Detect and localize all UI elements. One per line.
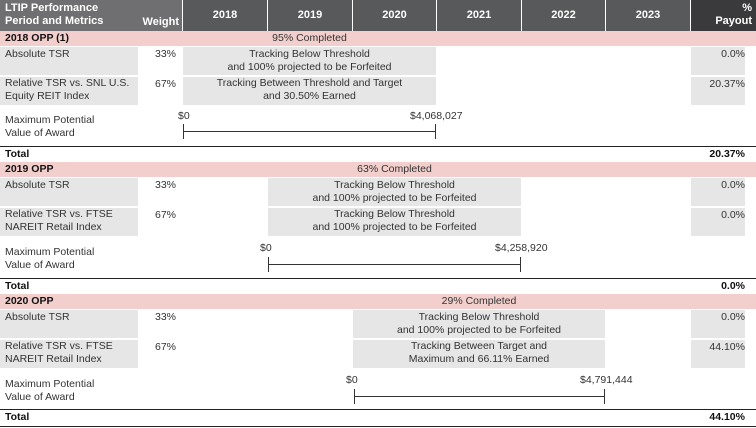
header-payout-cell: % Payout: [691, 0, 756, 31]
opp2018-weight-2: 67%: [154, 78, 176, 90]
header-year-2021: 2021: [437, 0, 521, 31]
header-weight-label: Weight: [142, 15, 179, 28]
opp2019-title: 2019 OPP: [5, 163, 54, 175]
opp2018-weight-1: 33%: [154, 48, 176, 60]
opp2019-title-row: 2019 OPP 63% Completed: [0, 162, 756, 177]
header-period-cell: LTIP Performance Period and Metrics: [0, 0, 138, 31]
opp2018-status-1: Tracking Below Threshold and 100% projec…: [183, 47, 436, 75]
opp2020-payout-1: 0.0%: [691, 310, 745, 338]
header-year-2023: 2023: [606, 0, 690, 31]
header-year-2022: 2022: [522, 0, 605, 31]
opp2018-title-row: 2018 OPP (1) 95% Completed: [0, 31, 756, 46]
opp2020-metric-2: Relative TSR vs. FTSE NAREIT Retail Inde…: [0, 340, 138, 368]
opp2020-status-2: Tracking Between Target and Maximum and …: [353, 340, 605, 368]
opp2018-range-start-tick: [183, 124, 184, 139]
opp2020-status-1: Tracking Below Threshold and 100% projec…: [353, 310, 605, 338]
opp2020-max-value: $4,791,444: [580, 374, 633, 386]
header-weight-cell: Weight: [138, 0, 182, 31]
opp2020-range-end-tick: [604, 389, 605, 404]
opp2019-payout-1: 0.0%: [691, 178, 745, 206]
header-year-2018: 2018: [183, 0, 267, 31]
opp2019-max-label: Maximum Potential Value of Award: [5, 246, 95, 271]
header-year-2020: 2020: [353, 0, 436, 31]
opp2019-metric-1: Absolute TSR: [0, 178, 138, 206]
opp2020-min-value: $0: [346, 374, 358, 386]
opp2018-metric-1: Absolute TSR: [0, 47, 138, 75]
opp2018-total-value: 20.37%: [709, 148, 745, 160]
opp2020-total-rule: [0, 409, 756, 410]
opp2020-payout-2: 44.10%: [691, 340, 745, 368]
opp2019-range-end-tick: [520, 257, 521, 272]
opp2019-total-rule: [0, 278, 756, 279]
opp2019-completed: 63% Completed: [357, 163, 432, 175]
opp2018-status-2: Tracking Between Threshold and Target an…: [183, 77, 436, 105]
opp2020-range-start-tick: [354, 389, 355, 404]
opp2020-weight-2: 67%: [154, 341, 176, 353]
opp2018-total-rule: [0, 146, 756, 147]
opp2019-weight-2: 67%: [154, 209, 176, 221]
opp2018-metric-2: Relative TSR vs. SNL U.S. Equity REIT In…: [0, 77, 138, 105]
opp2018-payout-1: 0.0%: [691, 47, 745, 75]
opp2019-total-value: 0.0%: [721, 280, 745, 292]
opp2018-range-end-tick: [435, 124, 436, 139]
opp2018-max-label: Maximum Potential Value of Award: [5, 114, 95, 139]
opp2020-max-label: Maximum Potential Value of Award: [5, 378, 95, 403]
header-payout-label: % Payout: [715, 2, 752, 27]
opp2019-weight-1: 33%: [154, 179, 176, 191]
opp2018-total-label: Total: [5, 148, 30, 160]
opp2018-title: 2018 OPP (1): [5, 32, 70, 44]
opp2019-total-label: Total: [5, 280, 30, 292]
opp2019-range-line: [268, 264, 521, 265]
opp2019-metric-2: Relative TSR vs. FTSE NAREIT Retail Inde…: [0, 208, 138, 236]
opp2020-bottom-rule: [0, 426, 756, 427]
opp2019-min-value: $0: [260, 242, 272, 254]
opp2018-range-line: [183, 131, 436, 132]
opp2019-max-value: $4,258,920: [495, 242, 548, 254]
opp2020-title-row: 2020 OPP 29% Completed: [0, 294, 756, 309]
opp2020-metric-1: Absolute TSR: [0, 310, 138, 338]
opp2019-payout-2: 0.0%: [691, 208, 745, 236]
opp2019-range-start-tick: [268, 257, 269, 272]
opp2020-range-line: [354, 396, 605, 397]
opp2020-title: 2020 OPP: [5, 295, 54, 307]
opp2018-max-value: $4,068,027: [410, 110, 463, 122]
opp2019-status-2: Tracking Below Threshold and 100% projec…: [268, 208, 521, 236]
opp2019-status-1: Tracking Below Threshold and 100% projec…: [268, 178, 521, 206]
opp2020-total-value: 44.10%: [709, 411, 745, 423]
opp2018-completed: 95% Completed: [272, 32, 347, 44]
opp2018-min-value: $0: [178, 110, 190, 122]
opp2020-total-label: Total: [5, 411, 30, 423]
opp2018-payout-2: 20.37%: [691, 77, 745, 105]
opp2020-completed: 29% Completed: [441, 295, 517, 307]
header-year-2019: 2019: [268, 0, 352, 31]
opp2020-weight-1: 33%: [154, 311, 176, 323]
header-period-label: LTIP Performance Period and Metrics: [5, 2, 104, 27]
